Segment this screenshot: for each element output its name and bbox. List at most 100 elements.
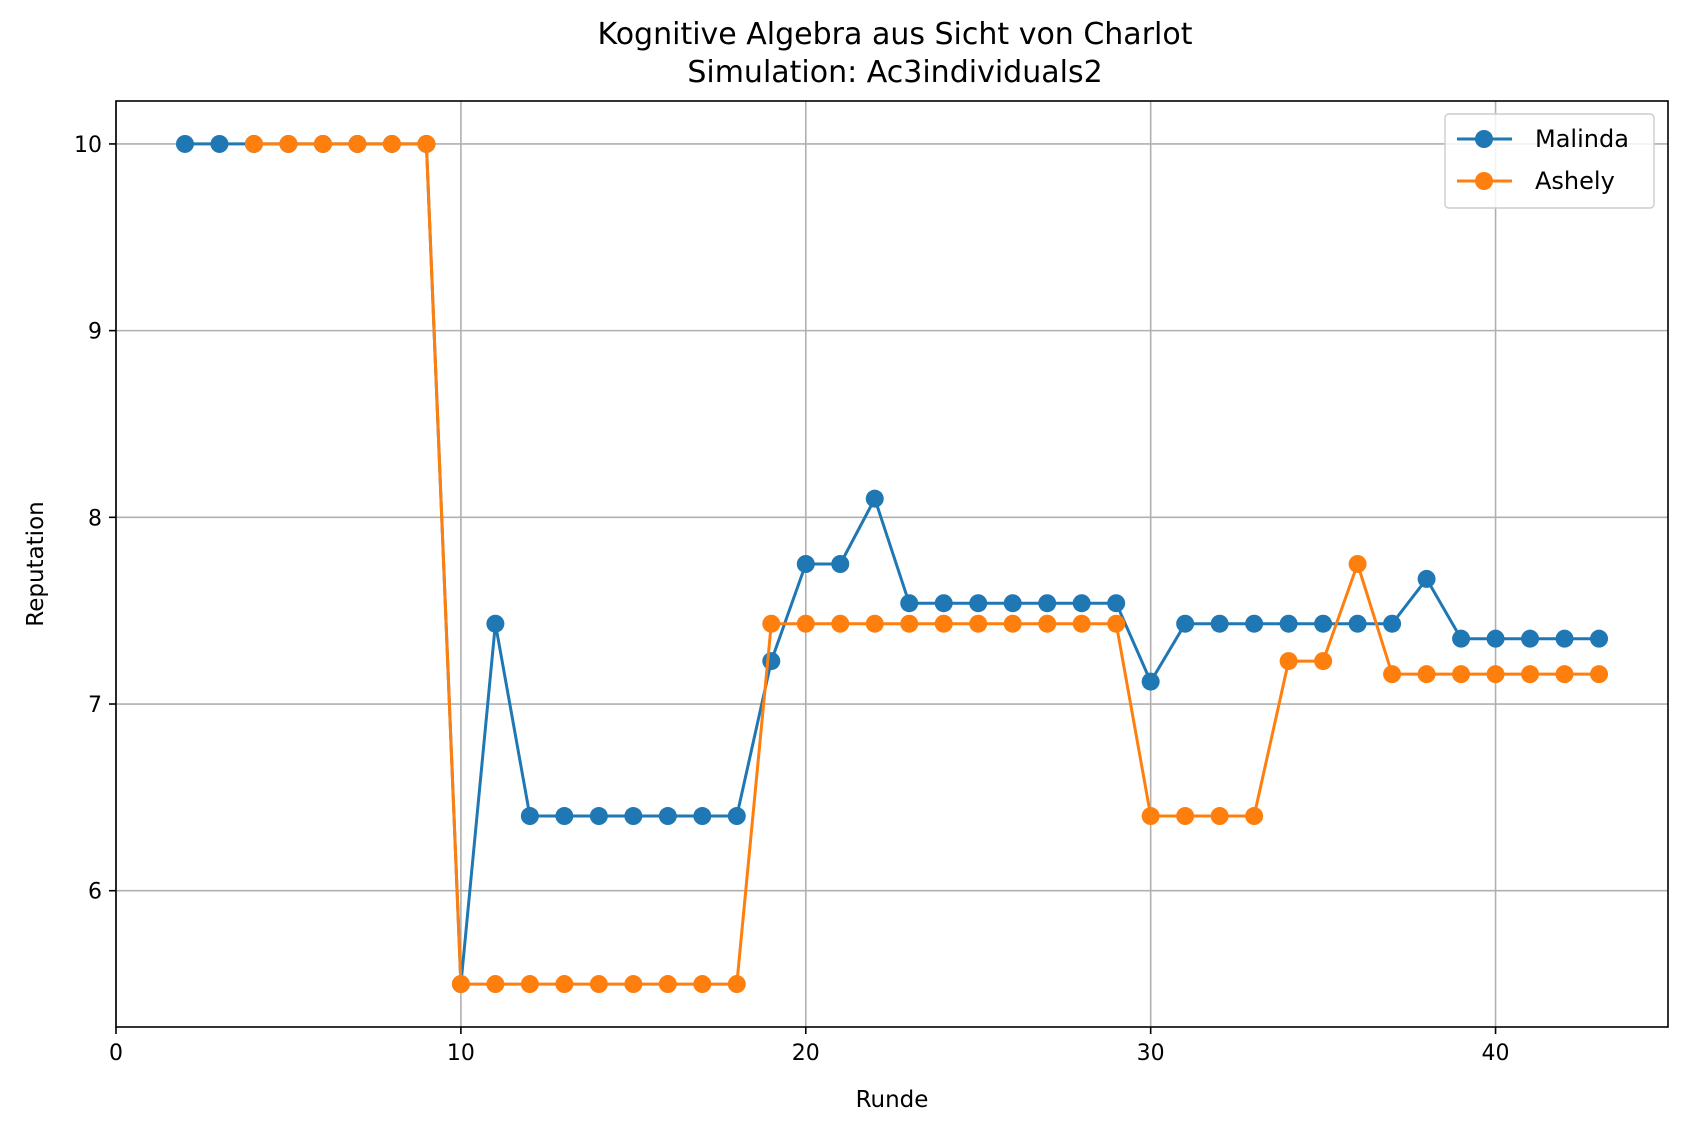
data-point-ashely xyxy=(555,975,574,994)
data-point-malinda xyxy=(693,807,712,826)
data-point-ashely xyxy=(1245,807,1264,826)
ticks: 0 10 20 30 40 6 7 8 9 10 xyxy=(74,133,1510,1066)
data-point-ashely xyxy=(1555,665,1574,684)
data-point-ashely xyxy=(520,975,539,994)
data-point-malinda xyxy=(969,594,988,613)
data-point-malinda xyxy=(1590,629,1609,648)
data-point-ashely xyxy=(1141,807,1160,826)
data-point-ashely xyxy=(762,614,781,633)
data-point-ashely xyxy=(969,614,988,633)
data-point-malinda xyxy=(1417,569,1436,588)
series-line-ashely xyxy=(254,142,1599,986)
data-point-malinda xyxy=(486,614,505,633)
data-point-ashely xyxy=(1072,614,1091,633)
data-point-ashely xyxy=(1210,807,1229,826)
y-axis-label: Reputation xyxy=(23,501,49,626)
y-tick-label: 6 xyxy=(88,880,102,905)
data-point-ashely xyxy=(348,134,367,153)
data-point-malinda xyxy=(1107,594,1126,613)
data-point-ashely xyxy=(1038,614,1057,633)
data-point-malinda xyxy=(589,807,608,826)
data-point-malinda xyxy=(555,807,574,826)
data-point-malinda xyxy=(1279,614,1298,633)
data-point-ashely xyxy=(1452,665,1471,684)
data-point-malinda xyxy=(210,134,229,153)
data-point-malinda xyxy=(1452,629,1471,648)
data-point-ashely xyxy=(796,614,815,633)
x-tick-label: 0 xyxy=(109,1041,123,1066)
y-tick-label: 7 xyxy=(88,693,102,718)
y-tick-label: 10 xyxy=(74,133,102,158)
data-point-malinda xyxy=(520,807,539,826)
data-point-malinda xyxy=(1210,614,1229,633)
data-point-ashely xyxy=(1486,665,1505,684)
data-point-ashely xyxy=(727,975,746,994)
data-point-ashely xyxy=(313,134,332,153)
data-point-ashely xyxy=(624,975,643,994)
data-point-ashely xyxy=(244,134,263,153)
data-point-ashely xyxy=(451,975,470,994)
x-tick-label: 30 xyxy=(1137,1041,1165,1066)
data-point-ashely xyxy=(417,134,436,153)
data-point-ashely xyxy=(1176,807,1195,826)
data-point-ashely xyxy=(1279,652,1298,671)
data-point-malinda xyxy=(1176,614,1195,633)
chart-subtitle: Simulation: Ac3individuals2 xyxy=(687,55,1102,90)
data-point-ashely xyxy=(1314,652,1333,671)
legend: Malinda Ashely xyxy=(1444,113,1655,209)
data-point-malinda xyxy=(900,594,919,613)
y-tick-label: 8 xyxy=(88,506,102,531)
data-point-ashely xyxy=(934,614,953,633)
data-point-malinda xyxy=(865,489,884,508)
x-tick-label: 40 xyxy=(1482,1041,1510,1066)
series-layer xyxy=(175,134,1609,994)
data-point-malinda xyxy=(1245,614,1264,633)
data-point-malinda xyxy=(1348,614,1367,633)
chart-title: Kognitive Algebra aus Sicht von Charlot xyxy=(598,17,1193,52)
data-point-malinda xyxy=(762,652,781,671)
data-point-ashely xyxy=(1003,614,1022,633)
data-point-malinda xyxy=(934,594,953,613)
data-point-ashely xyxy=(589,975,608,994)
data-point-ashely xyxy=(1417,665,1436,684)
y-tick-label: 9 xyxy=(88,320,102,345)
data-point-ashely xyxy=(1383,665,1402,684)
legend-marker-ashely xyxy=(1475,172,1493,190)
data-point-malinda xyxy=(624,807,643,826)
data-point-ashely xyxy=(1521,665,1540,684)
data-point-ashely xyxy=(486,975,505,994)
data-point-ashely xyxy=(279,134,298,153)
plot-frame xyxy=(115,100,1669,1028)
data-point-ashely xyxy=(693,975,712,994)
data-point-malinda xyxy=(1383,614,1402,633)
data-point-malinda xyxy=(1003,594,1022,613)
data-point-malinda xyxy=(831,555,850,573)
data-point-ashely xyxy=(865,614,884,633)
data-point-ashely xyxy=(382,134,401,153)
data-point-malinda xyxy=(658,807,677,826)
data-point-malinda xyxy=(1141,672,1160,691)
data-point-malinda xyxy=(1072,594,1091,613)
data-point-malinda xyxy=(1038,594,1057,613)
data-point-ashely xyxy=(1348,555,1367,573)
data-point-ashely xyxy=(658,975,677,994)
data-point-ashely xyxy=(1590,665,1609,684)
data-point-malinda xyxy=(175,134,194,153)
data-point-ashely xyxy=(900,614,919,633)
x-axis-label: Runde xyxy=(856,1087,929,1113)
data-point-malinda xyxy=(1555,629,1574,648)
data-point-malinda xyxy=(1521,629,1540,648)
legend-label-malinda: Malinda xyxy=(1535,125,1629,153)
x-tick-label: 10 xyxy=(447,1041,475,1066)
data-point-malinda xyxy=(796,555,815,573)
series-ashely xyxy=(244,134,1609,994)
data-point-malinda xyxy=(1486,629,1505,648)
data-point-ashely xyxy=(831,614,850,633)
legend-marker-malinda xyxy=(1475,130,1493,148)
data-point-malinda xyxy=(1314,614,1333,633)
legend-label-ashely: Ashely xyxy=(1535,167,1615,195)
data-point-ashely xyxy=(1107,614,1126,633)
x-tick-label: 20 xyxy=(792,1041,820,1066)
data-point-malinda xyxy=(727,807,746,826)
